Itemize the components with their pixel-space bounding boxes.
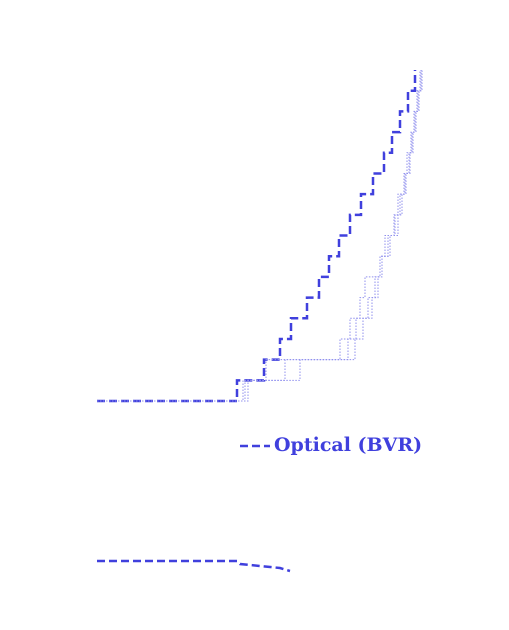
step-line [97,70,417,403]
step-line [97,70,422,402]
legend-label: Optical (BVR) [274,434,422,456]
step-line [97,70,421,402]
line [97,559,291,573]
step-line [97,70,423,402]
